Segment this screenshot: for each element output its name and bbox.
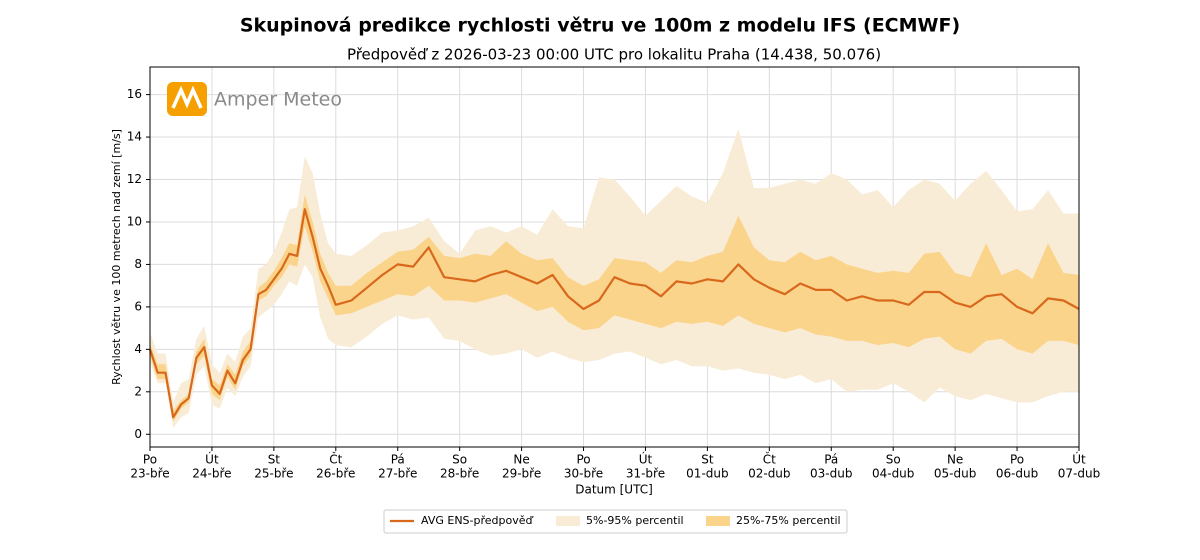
legend-swatch	[706, 516, 730, 526]
x-tick-date: 29-bře	[502, 467, 541, 481]
y-tick-label: 6	[134, 299, 142, 313]
x-tick-label: Po	[576, 453, 590, 467]
x-tick-label: So	[886, 453, 901, 467]
plot-frame	[149, 66, 1080, 448]
x-tick-date: 28-bře	[440, 467, 479, 481]
x-tick-date: 26-bře	[316, 467, 355, 481]
x-tick-date: 31-bře	[626, 467, 665, 481]
x-tick-label: Ne	[947, 453, 963, 467]
x-tick-label: Čt	[763, 452, 776, 467]
y-tick-label: 2	[134, 384, 142, 398]
y-tick-label: 0	[134, 427, 142, 441]
x-tick-date: 23-bře	[130, 467, 169, 481]
x-tick-date: 30-bře	[564, 467, 603, 481]
x-tick-date: 27-bře	[378, 467, 417, 481]
x-tick-date: 06-dub	[996, 467, 1038, 481]
legend-label: 5%-95% percentil	[586, 514, 684, 527]
y-tick-label: 16	[127, 87, 142, 101]
x-tick-date: 04-dub	[872, 467, 914, 481]
x-tick-label: Pá	[824, 453, 838, 467]
chart-subtitle: Předpověď z 2026-03-23 00:00 UTC pro lok…	[347, 46, 881, 64]
y-tick-label: 10	[127, 214, 142, 228]
x-tick-label: Ne	[513, 453, 529, 467]
x-tick-label: Út	[1072, 452, 1086, 467]
x-tick-date: 01-dub	[686, 467, 728, 481]
x-tick-label: Po	[143, 453, 157, 467]
legend-swatch	[556, 516, 580, 526]
x-tick-date: 03-dub	[810, 467, 852, 481]
y-tick-label: 12	[127, 172, 142, 186]
avg-line	[148, 208, 1080, 419]
x-tick-label: Čt	[329, 452, 342, 467]
x-tick-label: Út	[205, 452, 219, 467]
y-tick-label: 4	[134, 342, 142, 356]
y-tick-label: 8	[134, 257, 142, 271]
logo-icon	[167, 82, 207, 116]
logo-glyph	[171, 85, 203, 109]
x-tick-label: Po	[1010, 453, 1024, 467]
x-tick-date: 24-bře	[192, 467, 231, 481]
x-axis-label: Datum [UTC]	[575, 483, 653, 497]
x-tick-date: 25-bře	[254, 467, 293, 481]
legend-box	[383, 509, 848, 534]
x-tick-date: 07-dub	[1058, 467, 1100, 481]
legend-label: AVG ENS-předpověď	[421, 514, 535, 527]
x-tick-label: Pá	[391, 453, 405, 467]
x-tick-date: 02-dub	[748, 467, 790, 481]
legend-label: 25%-75% percentil	[736, 514, 841, 527]
x-tick-label: Út	[639, 452, 653, 467]
y-axis-label: Rychlost větru ve 100 metrech nad zemí […	[110, 129, 123, 385]
x-tick-label: St	[268, 453, 281, 467]
percentile-band	[150, 194, 1079, 422]
y-tick-label: 14	[127, 130, 142, 144]
chart-title: Skupinová predikce rychlosti větru ve 10…	[240, 15, 960, 37]
x-tick-date: 05-dub	[934, 467, 976, 481]
x-tick-label: St	[701, 453, 714, 467]
x-tick-label: So	[452, 453, 467, 467]
watermark: Amper Meteo	[214, 89, 342, 111]
